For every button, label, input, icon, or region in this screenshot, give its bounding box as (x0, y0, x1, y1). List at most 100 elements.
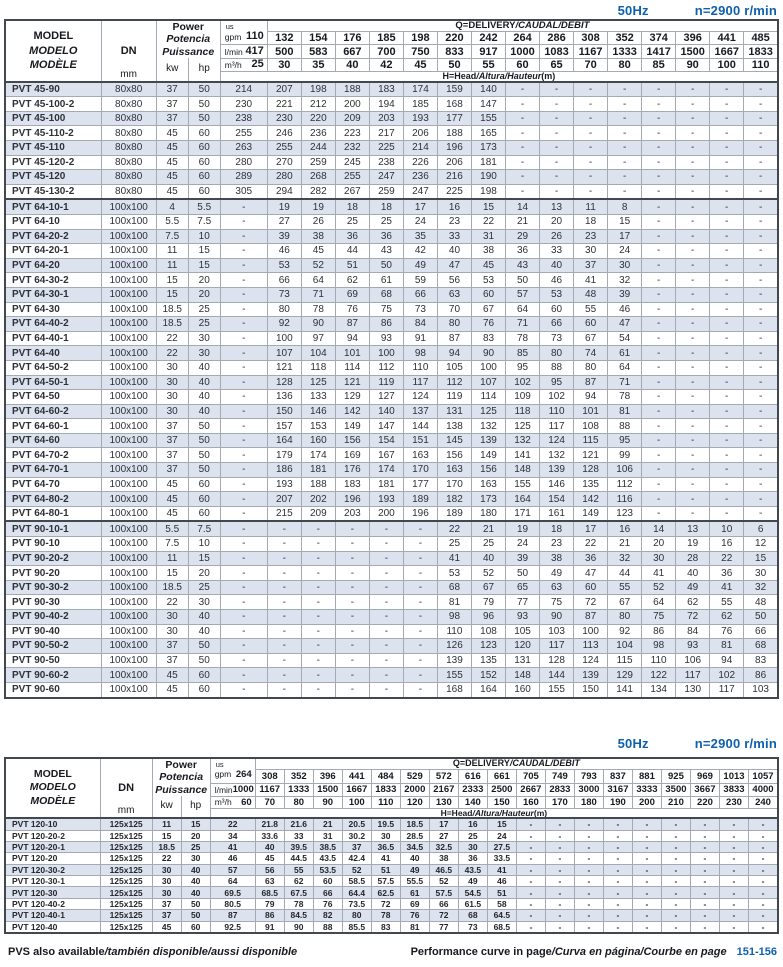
head-value: - (607, 81, 643, 98)
head-value: 80 (539, 345, 575, 361)
head-value: 30 (641, 550, 677, 567)
head-value: 109 (505, 389, 541, 405)
head-value: 87 (436, 330, 472, 347)
head-value: 10 (709, 520, 745, 538)
head-value: 72 (573, 594, 609, 610)
head-value: - (219, 198, 268, 215)
head-value: - (505, 110, 541, 127)
head-value: 31 (312, 829, 343, 842)
head-value: 87 (209, 909, 256, 922)
head-value: 112 (368, 359, 404, 376)
head-value: - (602, 886, 633, 899)
kw-value: 11 (151, 817, 182, 831)
head-value: 156 (436, 447, 472, 464)
head-value: 203 (334, 505, 370, 522)
gpm-header-value: 308 (254, 769, 285, 784)
head-value: 245 (334, 154, 370, 171)
head-value: 52 (470, 565, 507, 581)
head-value: - (743, 462, 779, 478)
head-value: 108 (470, 623, 507, 640)
head-value: - (641, 491, 677, 507)
head-value: 64 (300, 272, 336, 288)
model-name: PVT 90-50 (4, 652, 102, 669)
head-value: 62 (675, 594, 711, 610)
head-value: 38 (428, 852, 459, 865)
head-value: 100 (573, 623, 609, 640)
head-value: 43 (505, 257, 541, 274)
head-value: 153 (300, 418, 336, 434)
unit-lmin: l/min 1000 (209, 782, 256, 797)
head-value: - (709, 140, 745, 156)
head-value: 79 (254, 897, 285, 911)
head-value: 41 (573, 272, 609, 288)
head-value: - (641, 198, 677, 215)
head-value: - (743, 125, 779, 141)
unit-us-gpm: us gpm 264 (209, 757, 256, 784)
head-value: 128 (266, 374, 302, 391)
model-name: PVT 45-110 (4, 140, 102, 156)
head-value: 15 (486, 817, 517, 831)
head-value: 90 (470, 345, 507, 361)
head-value: 23 (539, 536, 575, 552)
head-value: - (515, 920, 546, 934)
head-value: 36 (709, 565, 745, 581)
table-row: PVT 64-60-2 100x100 30 40-150 146 142 140 137 13… (4, 403, 779, 420)
table-body: PVT 120-10 125x125 11 15 22 21.8 21.6 21 20.5 19.… (4, 817, 779, 934)
head-value: 230 (219, 96, 268, 112)
head-value: - (747, 863, 779, 877)
head-value: - (743, 243, 779, 259)
kw-value: 30 (155, 609, 189, 625)
head-value: 206 (436, 154, 472, 171)
head-value: - (743, 272, 779, 288)
head-value: - (334, 609, 370, 625)
kw-value: 45 (155, 476, 189, 493)
head-value: 32 (743, 579, 779, 596)
m3h-header-value: 100 (341, 795, 372, 809)
head-value: 75 (368, 301, 404, 318)
dn-value: 80x80 (100, 110, 157, 127)
head-value: - (368, 623, 404, 640)
dn-value: 100x100 (100, 418, 157, 434)
head-value: 174 (402, 81, 438, 98)
head-value: - (641, 257, 677, 274)
hp-value: 60 (187, 476, 221, 493)
lmin-header-value: 1083 (539, 44, 575, 59)
head-value: 77 (505, 594, 541, 610)
dn-value: 100x100 (100, 301, 157, 318)
kw-value: 18.5 (151, 840, 182, 854)
head-value: - (219, 447, 268, 464)
lmin-header-value: 1667 (709, 44, 745, 59)
head-value: 121 (573, 447, 609, 464)
head-value: 37 (573, 257, 609, 274)
head-value: 161 (539, 505, 575, 522)
head-value: 80 (266, 301, 302, 318)
head-value: 207 (266, 491, 302, 507)
head-value: - (675, 476, 711, 493)
head-value: 164 (470, 681, 507, 699)
head-value: 19 (266, 198, 302, 215)
head-value: - (743, 447, 779, 464)
dn-value: 125x125 (99, 897, 153, 911)
head-value: - (219, 272, 268, 288)
head-value: 107 (470, 374, 507, 391)
gpm-header-value: 264 (505, 31, 541, 46)
dn-value: 100x100 (100, 476, 157, 493)
model-name: PVT 64-20-2 (4, 228, 102, 245)
head-value: - (334, 638, 370, 654)
head-value: 88 (539, 359, 575, 376)
head-value: - (334, 652, 370, 669)
head-value: - (573, 96, 609, 112)
head-value: - (300, 652, 336, 669)
head-value: 202 (300, 491, 336, 507)
dn-value: 100x100 (100, 316, 157, 332)
dn-value: 100x100 (100, 447, 157, 464)
lmin-header-value: 583 (300, 44, 336, 59)
head-value: 116 (607, 491, 643, 507)
head-value: 61 (607, 345, 643, 361)
table-row: PVT 120-40-2 125x125 37 50 80.5 79 78 76 73.5 72 6… (4, 897, 779, 911)
head-value: 135 (470, 652, 507, 669)
kw-value: 45 (151, 920, 182, 934)
head-value: - (689, 829, 720, 842)
head-value: - (602, 829, 633, 842)
head-value: 150 (266, 403, 302, 420)
